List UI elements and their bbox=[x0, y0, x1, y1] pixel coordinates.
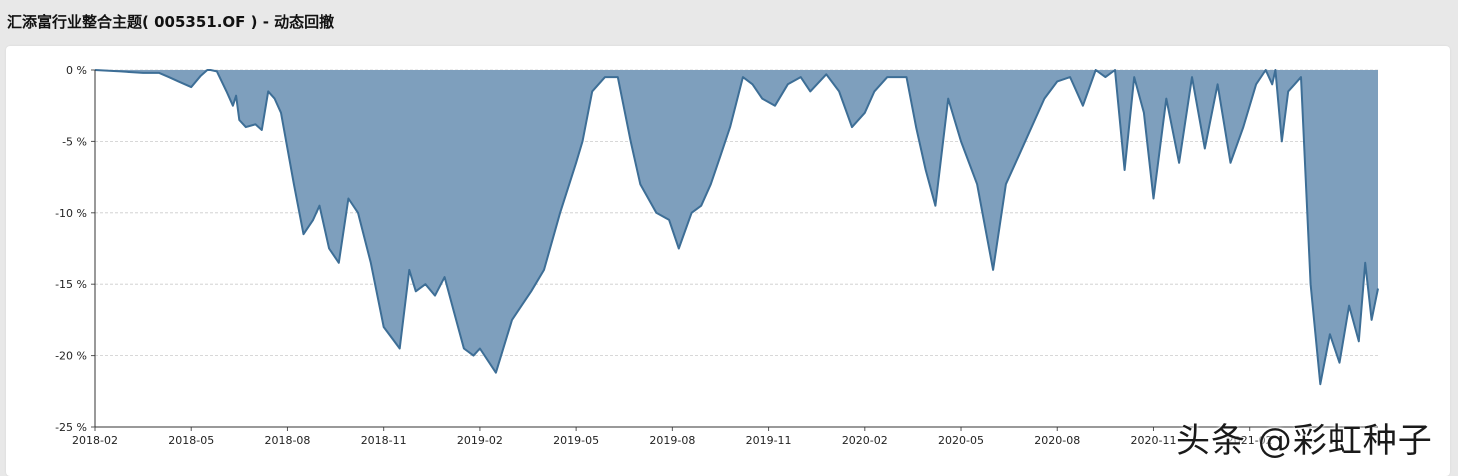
drawdown-chart: 0 %-5 %-10 %-15 %-20 %-25 % 2018-02 2018-… bbox=[55, 64, 1379, 447]
x-axis-ticks: 2018-02 2018-05 2018-08 2018-11 2019-02 2019-… bbox=[72, 427, 1273, 447]
y-tick-label: 0 % bbox=[66, 64, 87, 77]
x-tick-label: 2018-11 bbox=[361, 434, 407, 447]
y-tick-label: -5 % bbox=[62, 135, 87, 148]
x-tick-label: 2019-08 bbox=[649, 434, 695, 447]
x-tick-label: 2019-05 bbox=[553, 434, 599, 447]
x-tick-label: 2020-05 bbox=[938, 434, 984, 447]
y-tick-label: -20 % bbox=[55, 350, 87, 363]
x-tick-label: 2019-02 bbox=[457, 434, 503, 447]
x-tick-label: 2020-11 bbox=[1130, 434, 1176, 447]
y-tick-label: -15 % bbox=[55, 278, 87, 291]
x-tick-label: 2020-02 bbox=[842, 434, 888, 447]
y-tick-label: -10 % bbox=[55, 207, 87, 220]
x-tick-label: 2018-02 bbox=[72, 434, 118, 447]
x-tick-label: 2021-02 bbox=[1227, 434, 1273, 447]
drawdown-area bbox=[95, 70, 1378, 385]
watermark: 头条 @彩虹种子 bbox=[1176, 421, 1433, 461]
x-tick-label: 2018-08 bbox=[264, 434, 310, 447]
header-bar: 汇添富行业整合主题( 005351.OF ) - 动态回撤 bbox=[0, 0, 1458, 44]
y-axis-ticks: 0 % -5 % -10 % -15 % -20 % -25 % bbox=[55, 64, 95, 434]
drawdown-line bbox=[94, 69, 1379, 386]
x-tick-label: 2018-05 bbox=[168, 434, 214, 447]
x-tick-label: 2020-08 bbox=[1034, 434, 1080, 447]
y-tick-label: -25 % bbox=[55, 421, 87, 434]
chart-title: 汇添富行业整合主题( 005351.OF ) - 动态回撤 bbox=[7, 13, 335, 31]
chart-panel: 0 % -5 % -10 % -15 % -20 % -25 % 2018-02 2018-… bbox=[6, 46, 1450, 476]
x-tick-label: 2019-11 bbox=[746, 434, 792, 447]
